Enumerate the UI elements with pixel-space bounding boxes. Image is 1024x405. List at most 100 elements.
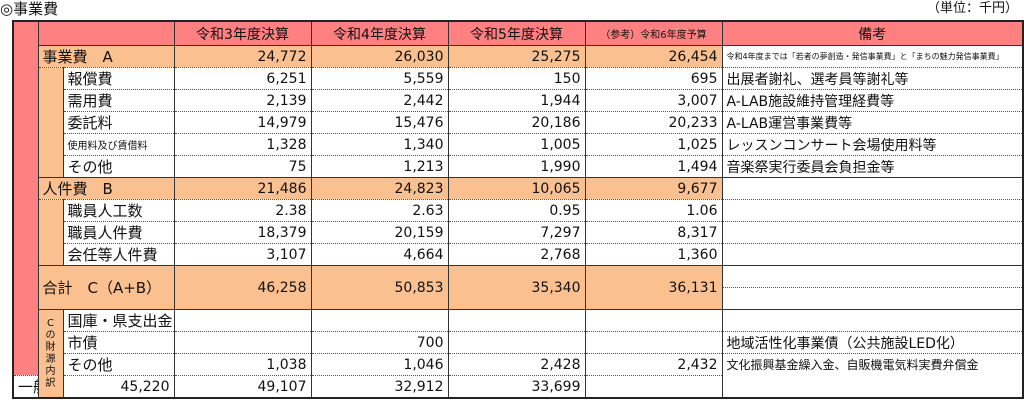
remark-cell: A-LAB運営事業費等 <box>721 111 1024 134</box>
value-cell: 25,275 <box>447 45 586 68</box>
table-row: 委託料 14,979 15,476 20,186 20,233 A-LAB運営事業費等 <box>13 111 1024 134</box>
remark-cell <box>721 177 1024 200</box>
value-cell: 20,186 <box>447 111 586 134</box>
value-cell <box>310 309 449 332</box>
value-cell: 46,258 <box>173 265 312 310</box>
value-cell: 1,005 <box>447 133 586 156</box>
header-col: 令和4年度決算 <box>310 21 449 46</box>
remark-cell: 文化振興基金繰入金、自販機電気料実費弁償金 <box>721 353 1024 376</box>
row-label: 人件費 B <box>37 177 175 200</box>
table-row: 市債 700 地域活性化事業債（公共施設LED化） <box>13 331 1024 354</box>
row-label: 使用料及び賃借料 <box>62 133 175 156</box>
value-cell: 1,990 <box>447 155 586 178</box>
value-cell: 1,944 <box>447 89 586 112</box>
value-cell <box>173 309 312 332</box>
remark-cell <box>721 287 1024 310</box>
value-cell: 695 <box>584 67 723 90</box>
value-cell <box>447 309 586 332</box>
value-cell: 5,559 <box>310 67 449 90</box>
group-indent <box>37 67 64 178</box>
value-cell: 8,317 <box>584 221 723 244</box>
table-row: 報償費 6,251 5,559 150 695 出展者謝礼、選考員等謝礼等 <box>13 67 1024 178</box>
value-cell: 2,428 <box>447 353 586 376</box>
value-cell: 2,768 <box>447 243 586 266</box>
table-row: 職員人件費 18,379 20,159 7,297 8,317 <box>13 221 1024 244</box>
group-indent <box>37 199 64 266</box>
table-row-total-sub <box>13 287 1024 310</box>
value-cell: 20,233 <box>584 111 723 134</box>
row-label: 会任等人件費 <box>62 243 175 266</box>
header-col: （参考）令和6年度予算 <box>584 21 723 46</box>
value-cell: 2,442 <box>310 89 449 112</box>
table-row-b: 人件費 B 21,486 24,823 10,065 9,677 <box>13 177 1024 200</box>
value-cell <box>447 331 586 354</box>
value-cell: 1,046 <box>310 353 449 376</box>
value-cell: 1,340 <box>310 133 449 156</box>
value-cell: 1,038 <box>173 353 312 376</box>
row-label: 合計 C（A+B） <box>37 265 175 310</box>
remark-cell: レッスンコンサート会場使用料等 <box>721 133 1024 156</box>
budget-table: 令和3年度決算 令和4年度決算 令和5年度決算 （参考）令和6年度予算 備考 事… <box>12 20 1024 399</box>
remark-cell: 音楽祭実行委員会負担金等 <box>721 155 1024 178</box>
remark-cell: 出展者謝礼、選考員等謝礼等 <box>721 67 1024 90</box>
remark-cell: 令和4年度までは「若者の夢創造・発信事業費」と「まちの魅力発信事業費」 <box>721 45 1024 68</box>
table-row-total: 合計 C（A+B） 46,258 50,853 35,340 36,131 <box>13 265 1024 310</box>
value-cell: 4,664 <box>310 243 449 266</box>
value-cell: 10,065 <box>447 177 586 200</box>
header-col: 令和5年度決算 <box>447 21 586 46</box>
remark-cell <box>721 265 1024 288</box>
value-cell: 75 <box>173 155 312 178</box>
value-cell: 26,030 <box>310 45 449 68</box>
value-cell: 0.95 <box>447 199 586 222</box>
left-band <box>12 21 39 376</box>
value-cell: 45,220 <box>62 375 175 398</box>
value-cell: 2,139 <box>173 89 312 112</box>
row-label: 事業費 A <box>37 45 175 68</box>
value-cell: 2,432 <box>584 353 723 376</box>
value-cell: 6,251 <box>173 67 312 90</box>
row-label: 委託料 <box>62 111 175 134</box>
value-cell: 35,340 <box>447 265 586 310</box>
value-cell: 20,159 <box>310 221 449 244</box>
header-col: 令和3年度決算 <box>173 21 312 46</box>
value-cell: 1.06 <box>584 199 723 222</box>
value-cell: 1,025 <box>584 133 723 156</box>
table-row: C の財源内訳国庫・県支出金 <box>13 309 1024 398</box>
table-row: 職員人工数 2.38 2.63 0.95 1.06 <box>13 199 1024 266</box>
section-title: ◎事業費 <box>0 0 59 18</box>
remark-cell <box>721 243 1024 266</box>
value-cell: 150 <box>447 67 586 90</box>
value-cell <box>584 309 723 332</box>
remark-cell: A-LAB施設維持管理経費等 <box>721 89 1024 112</box>
value-cell: 36,131 <box>584 265 723 310</box>
table-row: その他 1,038 1,046 2,428 2,432 文化振興基金繰入金、自販機電気料実… <box>13 353 1024 376</box>
value-cell: 2.63 <box>310 199 449 222</box>
value-cell: 33,699 <box>447 375 586 398</box>
row-label: 一般財源 <box>12 375 39 398</box>
value-cell: 18,379 <box>173 221 312 244</box>
row-label: 職員人工数 <box>62 199 175 222</box>
value-cell: 3,107 <box>173 243 312 266</box>
value-cell: 1,213 <box>310 155 449 178</box>
row-label: その他 <box>62 155 175 178</box>
value-cell: 7,297 <box>447 221 586 244</box>
row-label: 報償費 <box>62 67 175 90</box>
row-label: その他 <box>62 353 175 376</box>
value-cell: 3,007 <box>584 89 723 112</box>
value-cell: 1,494 <box>584 155 723 178</box>
row-label: 需用費 <box>62 89 175 112</box>
table-row: その他 75 1,213 1,990 1,494 音楽祭実行委員会負担金等 <box>13 155 1024 178</box>
value-cell <box>584 331 723 354</box>
header-corner <box>37 21 175 46</box>
header-remarks: 備考 <box>721 21 1024 46</box>
value-cell: 26,454 <box>584 45 723 68</box>
value-cell: 50,853 <box>310 265 449 310</box>
table-row-a: 事業費 A 24,772 26,030 25,275 26,454 令和4年度までは「若者… <box>13 45 1024 68</box>
value-cell: 1,360 <box>584 243 723 266</box>
value-cell: 14,979 <box>173 111 312 134</box>
value-cell: 15,476 <box>310 111 449 134</box>
remark-cell: 地域活性化事業債（公共施設LED化） <box>721 331 1024 354</box>
value-cell: 2.38 <box>173 199 312 222</box>
